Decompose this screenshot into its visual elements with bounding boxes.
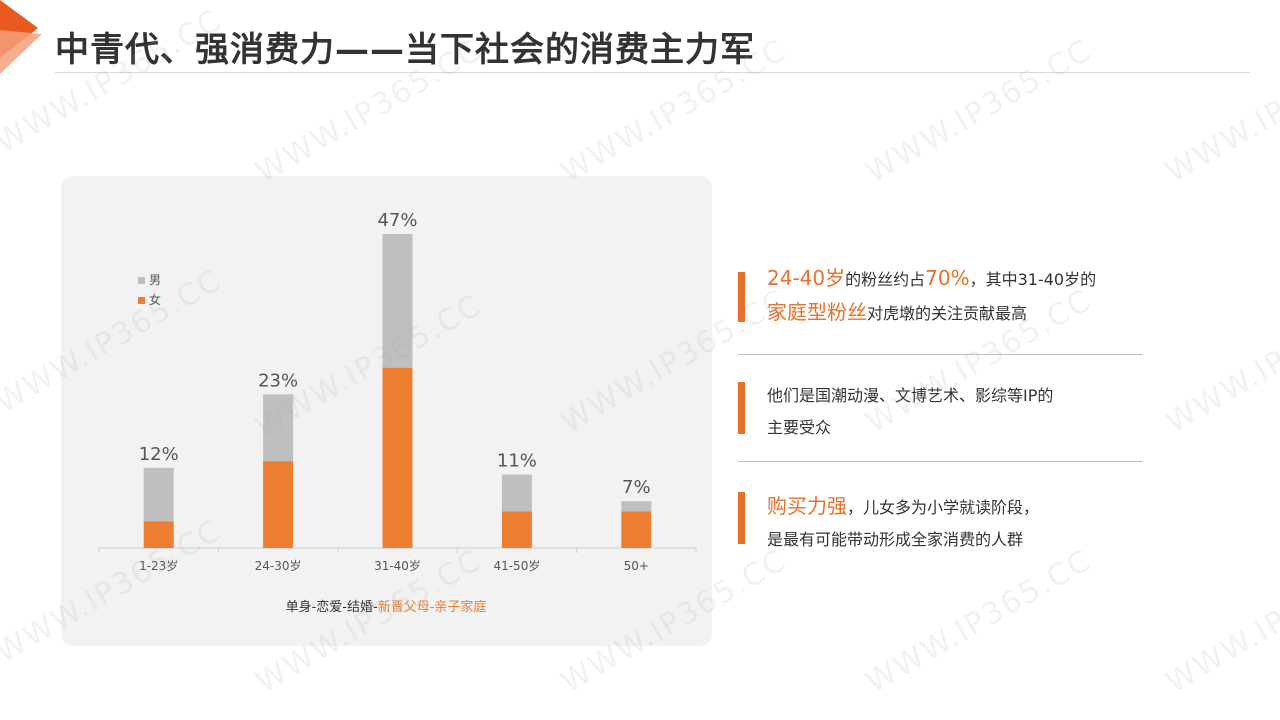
chart-panel: 12% 1-23岁 23% 24-30岁 47% 31-40岁 11% 41-50岁 7% 50+… bbox=[61, 176, 712, 646]
family-fans-highlight: 家庭型粉丝 bbox=[767, 300, 867, 324]
info-text: 他们是国潮动漫、文博艺术、影综等IP的 bbox=[767, 386, 1054, 405]
bar-female bbox=[143, 521, 174, 548]
page-title: 中青代、强消费力——当下社会的消费主力军 bbox=[55, 30, 755, 70]
info-text: 对虎墩的关注贡献最高 bbox=[867, 304, 1028, 323]
x-tick-label: 50+ bbox=[624, 559, 649, 573]
x-tick-label: 41-50岁 bbox=[493, 558, 540, 573]
watermark-text: WWW.IP365.CC bbox=[860, 542, 1099, 701]
data-label: 23% bbox=[258, 370, 298, 391]
info-text: 主要受众 bbox=[767, 418, 832, 437]
x-tick-label: 24-30岁 bbox=[255, 558, 302, 573]
info-text: 的粉丝约占 bbox=[845, 270, 926, 289]
watermark-text: WWW.IP365.CC bbox=[1160, 282, 1280, 441]
info-block-2: 他们是国潮动漫、文博艺术、影综等IP的 主要受众 bbox=[738, 374, 1143, 444]
x-tick-label: 31-40岁 bbox=[374, 558, 421, 573]
age-distribution-chart: 12% 1-23岁 23% 24-30岁 47% 31-40岁 11% 41-50岁 7% 50+… bbox=[98, 210, 697, 573]
data-label: 11% bbox=[497, 451, 537, 472]
bar-female bbox=[621, 511, 652, 548]
percent-highlight: 70% bbox=[925, 266, 970, 290]
chart-caption: 单身-恋爱-结婚-新晋父母-亲子家庭 bbox=[0, 596, 786, 615]
info-text: 是最有可能带动形成全家消费的人群 bbox=[767, 530, 1024, 549]
info-block-1-text: 24-40岁的粉丝约占70%，其中31-40岁的 家庭型粉丝对虎墩的关注贡献最高 bbox=[767, 262, 1143, 330]
divider bbox=[738, 354, 1143, 355]
data-label: 12% bbox=[139, 444, 179, 465]
bar-male bbox=[263, 394, 294, 462]
info-block-1: 24-40岁的粉丝约占70%，其中31-40岁的 家庭型粉丝对虎墩的关注贡献最高 bbox=[738, 258, 1143, 328]
data-label: 7% bbox=[622, 477, 651, 498]
corner-decoration bbox=[0, 0, 42, 74]
bar-male bbox=[621, 501, 652, 512]
bar-male bbox=[501, 474, 532, 512]
bar-female bbox=[263, 461, 294, 548]
data-label: 47% bbox=[377, 210, 417, 231]
purchasing-power-highlight: 购买力强 bbox=[767, 494, 847, 518]
legend-swatch bbox=[138, 297, 145, 304]
legend-label: 男 bbox=[149, 273, 161, 287]
accent-bar bbox=[738, 382, 745, 434]
bar-male bbox=[382, 234, 413, 368]
watermark-text: WWW.IP365.CC bbox=[1160, 32, 1280, 191]
bar-male bbox=[143, 467, 174, 522]
bar-female bbox=[501, 511, 532, 548]
accent-bar bbox=[738, 492, 745, 544]
info-block-3-text: 购买力强，儿女多为小学就读阶段， 是最有可能带动形成全家消费的人群 bbox=[767, 490, 1143, 556]
legend-label: 女 bbox=[149, 292, 161, 307]
info-text: ，儿女多为小学就读阶段， bbox=[847, 498, 1040, 517]
info-text: ，其中31-40岁的 bbox=[969, 270, 1097, 289]
caption-highlight: 新晋父母-亲子家庭 bbox=[377, 600, 487, 615]
info-block-2-text: 他们是国潮动漫、文博艺术、影综等IP的 主要受众 bbox=[767, 380, 1143, 444]
age-range-highlight: 24-40岁 bbox=[767, 266, 846, 290]
bar-female bbox=[382, 367, 413, 548]
watermark-text: WWW.IP365.CC bbox=[1160, 542, 1280, 701]
x-tick-label: 1-23岁 bbox=[139, 558, 178, 573]
divider bbox=[738, 461, 1143, 462]
title-divider bbox=[55, 72, 1250, 73]
accent-bar bbox=[738, 272, 745, 322]
info-block-3: 购买力强，儿女多为小学就读阶段， 是最有可能带动形成全家消费的人群 bbox=[738, 484, 1143, 554]
legend-swatch bbox=[138, 277, 145, 284]
watermark-text: WWW.IP365.CC bbox=[860, 32, 1099, 191]
caption-stages: 单身-恋爱-结婚- bbox=[285, 600, 378, 615]
